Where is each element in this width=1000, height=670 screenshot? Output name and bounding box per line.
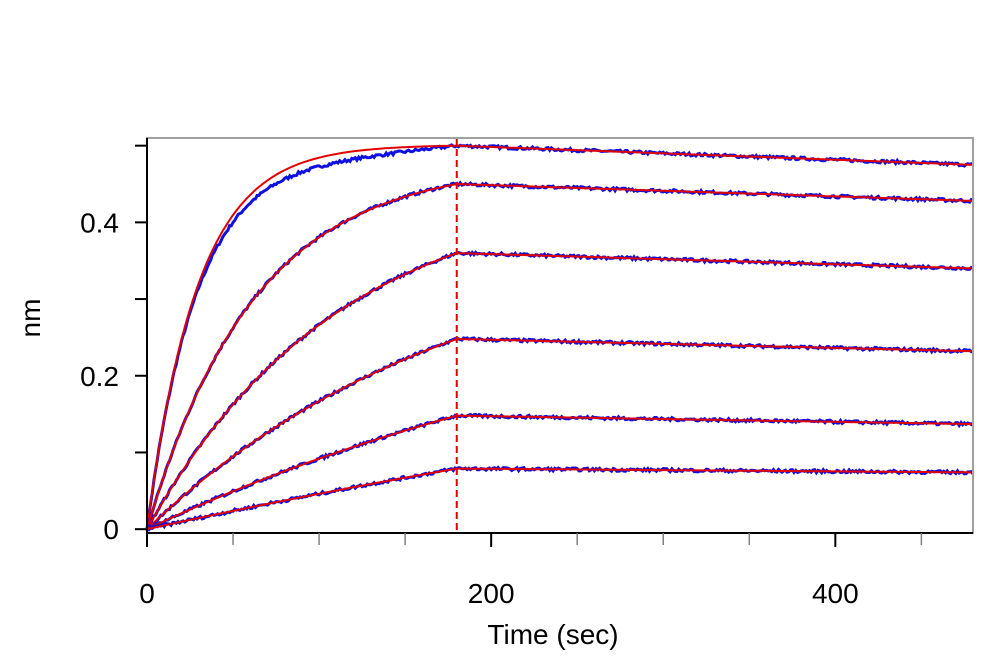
fit-series-line bbox=[146, 251, 974, 530]
x-tick-label: 200 bbox=[468, 578, 515, 609]
fit-series-line bbox=[146, 144, 974, 530]
y-axis-label: nm bbox=[15, 299, 46, 338]
plot-area bbox=[145, 138, 975, 533]
fit-series-line bbox=[146, 182, 974, 530]
x-tick-label: 400 bbox=[812, 578, 859, 609]
data-series-line bbox=[145, 250, 974, 530]
data-series-line bbox=[145, 143, 973, 531]
labels: Time (sec) nm bbox=[15, 299, 619, 650]
fit-series-line bbox=[146, 467, 973, 531]
y-tick-label: 0 bbox=[103, 514, 119, 545]
axes: 0 0.2 0.4 0 200 400 bbox=[80, 137, 974, 609]
y-tick-label: 0.2 bbox=[80, 361, 119, 392]
x-axis-label: Time (sec) bbox=[487, 619, 618, 650]
x-tick-label: 0 bbox=[139, 578, 155, 609]
fit-series-line bbox=[146, 414, 974, 531]
fit-series-line bbox=[146, 338, 974, 530]
y-tick-label: 0.4 bbox=[80, 207, 119, 238]
